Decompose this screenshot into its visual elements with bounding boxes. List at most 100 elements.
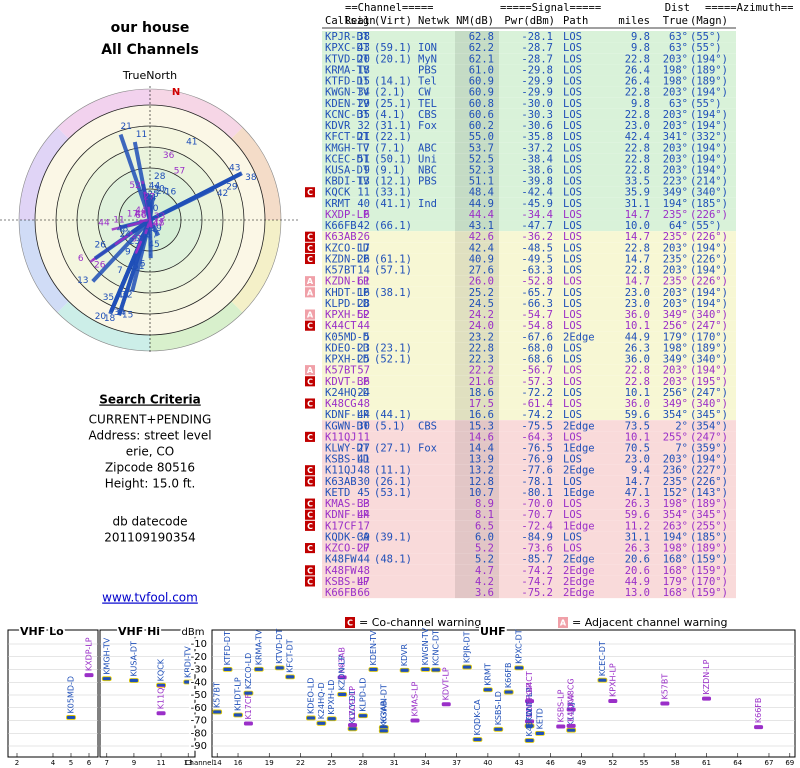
table-row-bg — [322, 242, 736, 254]
spoke-channel-label: 42 — [217, 189, 228, 199]
table-column-header: Netwk — [418, 15, 450, 27]
north-marker: N — [172, 87, 180, 98]
cell-m: (159°) — [690, 554, 728, 566]
cell-t: 354° — [663, 509, 688, 521]
signal-marker — [337, 691, 348, 697]
signal-marker — [66, 715, 76, 720]
signal-marker — [420, 666, 431, 672]
cell-m: (189°) — [690, 543, 728, 555]
cell-pw: -61.4 — [521, 398, 553, 410]
cell-v: (41.1) — [374, 198, 412, 210]
marker-callsign: KZCO-LD — [244, 653, 253, 689]
cell-nm: 42.4 — [469, 242, 494, 254]
nm-column-shade — [455, 442, 499, 454]
cell-pw: -84.9 — [521, 531, 553, 543]
cell-nm: 24.0 — [469, 320, 494, 332]
nm-column-shade — [455, 575, 499, 587]
nm-column-shade — [455, 42, 499, 54]
cell-m: (214°) — [690, 176, 728, 188]
cell-r: 39 — [357, 531, 370, 543]
cell-d: 26.4 — [625, 76, 650, 88]
nm-column-shade — [455, 353, 499, 365]
cell-pa: LOS — [563, 187, 582, 199]
cell-pa: LOS — [563, 220, 582, 232]
compass-band — [19, 127, 69, 220]
compass-band — [150, 301, 243, 351]
cell-pw: -42.4 — [521, 187, 553, 199]
site-link[interactable]: www.tvfool.com — [102, 591, 198, 605]
table-row-bg — [322, 364, 736, 376]
criteria-line: Zipcode 80516 — [105, 461, 195, 475]
table-row-bg — [322, 475, 736, 487]
cell-r: 17 — [357, 242, 370, 254]
marker-callsign: KUSA-DT — [129, 641, 138, 676]
cell-pw: -76.9 — [521, 454, 553, 466]
legend-badge — [558, 617, 568, 628]
cell-n: Fox — [418, 120, 437, 132]
compass-band — [57, 89, 150, 139]
warning-badge-letter: C — [307, 566, 313, 575]
cell-cs: K24HQ-D — [325, 387, 369, 399]
cell-d: 14.7 — [625, 276, 650, 288]
table-row-bg — [322, 75, 736, 87]
cell-pa: LOS — [563, 320, 582, 332]
cell-pa: LOS — [563, 87, 582, 99]
spoke-channel-label: 41 — [186, 137, 197, 147]
spoke-channel-label: 27 — [143, 193, 154, 203]
cell-v: (61.1) — [374, 253, 412, 265]
marker-callsign: KPXC-DT — [515, 629, 524, 664]
cell-m: (189°) — [690, 76, 728, 88]
cell-pa: LOS — [563, 76, 582, 88]
nm-column-shade — [455, 297, 499, 309]
cell-m: (170°) — [690, 331, 728, 343]
signal-marker — [222, 666, 233, 672]
cell-d: 70.5 — [625, 443, 650, 455]
marker-callsign: KCNC-DT — [431, 630, 440, 666]
marker-callsign: KTFD-DT — [223, 631, 232, 665]
cell-cs: K17CF — [325, 520, 357, 532]
cell-r: 26 — [357, 253, 370, 265]
x-tick-label: 69 — [785, 759, 794, 767]
cell-v: (38.1) — [374, 287, 412, 299]
spoke-channel-label: 36 — [163, 151, 175, 161]
marker-callsign: KDEO-LD — [306, 677, 315, 713]
nm-column-shade — [455, 231, 499, 243]
cell-d: 59.6 — [625, 409, 650, 421]
cell-m: (340°) — [690, 187, 728, 199]
cell-r: 9 — [364, 165, 370, 177]
table-row-bg — [322, 53, 736, 65]
nm-column-shade — [455, 108, 499, 120]
warning-badge — [305, 398, 315, 409]
cell-cs: K63AB — [325, 476, 357, 488]
cell-t: 236° — [663, 465, 688, 477]
x-tick-label: 64 — [733, 759, 742, 767]
marker-callsign: KSBS-LP — [556, 689, 565, 722]
cell-t: 203° — [663, 53, 688, 65]
cell-m: (354°) — [690, 420, 728, 432]
cell-nm: 62.1 — [469, 53, 494, 65]
warning-badge-letter: C — [307, 477, 313, 486]
cell-t: 63° — [669, 31, 688, 43]
compass-band — [150, 89, 243, 139]
spoke-channel-label: 11 — [113, 216, 124, 226]
legend-badge — [345, 617, 355, 628]
table-row-bg — [322, 587, 736, 599]
signal-marker — [597, 677, 608, 683]
cell-nm: 16.6 — [469, 409, 494, 421]
cell-t: 223° — [663, 176, 688, 188]
cell-d: 23.0 — [625, 287, 650, 299]
y-axis-label: dBm — [182, 627, 205, 638]
warning-badge-letter: C — [307, 188, 313, 197]
cell-cs: KRMA-TV — [325, 64, 370, 76]
cell-nm: 23.2 — [469, 331, 494, 343]
cell-pw: -56.7 — [521, 365, 553, 377]
nm-column-shade — [455, 342, 499, 354]
spoke-channel-label: 48 — [117, 224, 129, 234]
cell-t: 152° — [663, 487, 688, 499]
marker-callsign: KCEC-DT — [598, 641, 607, 676]
spoke-channel-label: 5 — [140, 260, 146, 270]
warning-badge-letter: C — [307, 511, 313, 520]
cell-pw: -29.8 — [521, 64, 553, 76]
cell-m: (255°) — [690, 520, 728, 532]
spoke-channel-label: 26 — [94, 241, 106, 251]
